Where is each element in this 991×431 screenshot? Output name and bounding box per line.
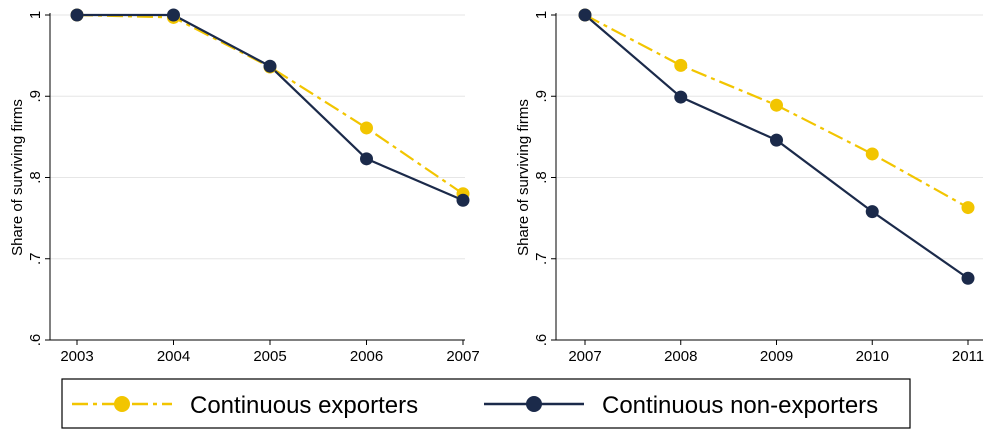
data-point-non-exporters [456, 193, 470, 207]
data-point-exporters [961, 201, 975, 215]
data-point-exporters [360, 121, 373, 135]
legend-marker-exporters [114, 396, 130, 412]
legend-marker-non-exporters [526, 396, 542, 412]
data-point-exporters [674, 58, 688, 72]
data-point-non-exporters [263, 59, 277, 73]
legend-label-non-exporters: Continuous non-exporters [602, 392, 878, 419]
y-tick-label: .8 [533, 171, 550, 184]
x-tick-label: 2011 [952, 348, 984, 365]
y-tick-label: .6 [533, 334, 550, 347]
series-line-exporters [76, 13, 464, 195]
y-tick-label: .7 [533, 252, 550, 265]
y-tick-label: 1 [27, 11, 44, 19]
series-line-non-exporters [77, 13, 464, 202]
y-tick-label: .6 [27, 334, 44, 347]
x-tick-label: 2005 [253, 348, 286, 365]
y-tick-label: .9 [27, 90, 44, 103]
x-tick-label: 2007 [446, 348, 479, 365]
y-tick-label: .9 [533, 90, 550, 103]
y-tick-label: 1 [533, 11, 550, 19]
right-chart-panel: 1 .9 .8 .7 .6 2007 2008 2009 2010 2011 Share of su… [515, 8, 984, 365]
legend-label-exporters: Continuous exporters [190, 392, 418, 419]
legend: Continuous exporters Continuous non-expo… [61, 378, 911, 429]
data-point-exporters [770, 98, 783, 112]
data-point-non-exporters [360, 152, 373, 166]
data-point-non-exporters [70, 8, 84, 22]
legend-item-non-exporters: Continuous non-exporters [484, 392, 878, 419]
data-point-exporters [865, 147, 879, 161]
y-tick-label: .8 [27, 171, 44, 184]
x-tick-label: 2007 [568, 348, 601, 365]
y-tick-label: .7 [27, 252, 44, 265]
data-point-non-exporters [674, 90, 688, 104]
data-point-non-exporters [578, 8, 592, 22]
y-axis-title: Share of surviving firms [9, 99, 26, 256]
x-tick-label: 2009 [760, 348, 793, 365]
legend-item-exporters: Continuous exporters [72, 392, 418, 419]
x-tick-label: 2006 [350, 348, 383, 365]
left-chart-panel: 1 .9 .8 .7 .6 2003 2004 2005 2006 2007 Share of su… [9, 8, 480, 365]
data-point-non-exporters [865, 205, 879, 219]
data-point-non-exporters [961, 271, 975, 285]
y-axis-title: Share of surviving firms [515, 99, 532, 256]
x-tick-label: 2010 [856, 348, 889, 365]
data-point-non-exporters [167, 8, 180, 22]
x-tick-label: 2003 [60, 348, 93, 365]
x-tick-label: 2004 [157, 348, 190, 365]
data-point-non-exporters [770, 133, 783, 147]
x-tick-label: 2008 [664, 348, 697, 365]
